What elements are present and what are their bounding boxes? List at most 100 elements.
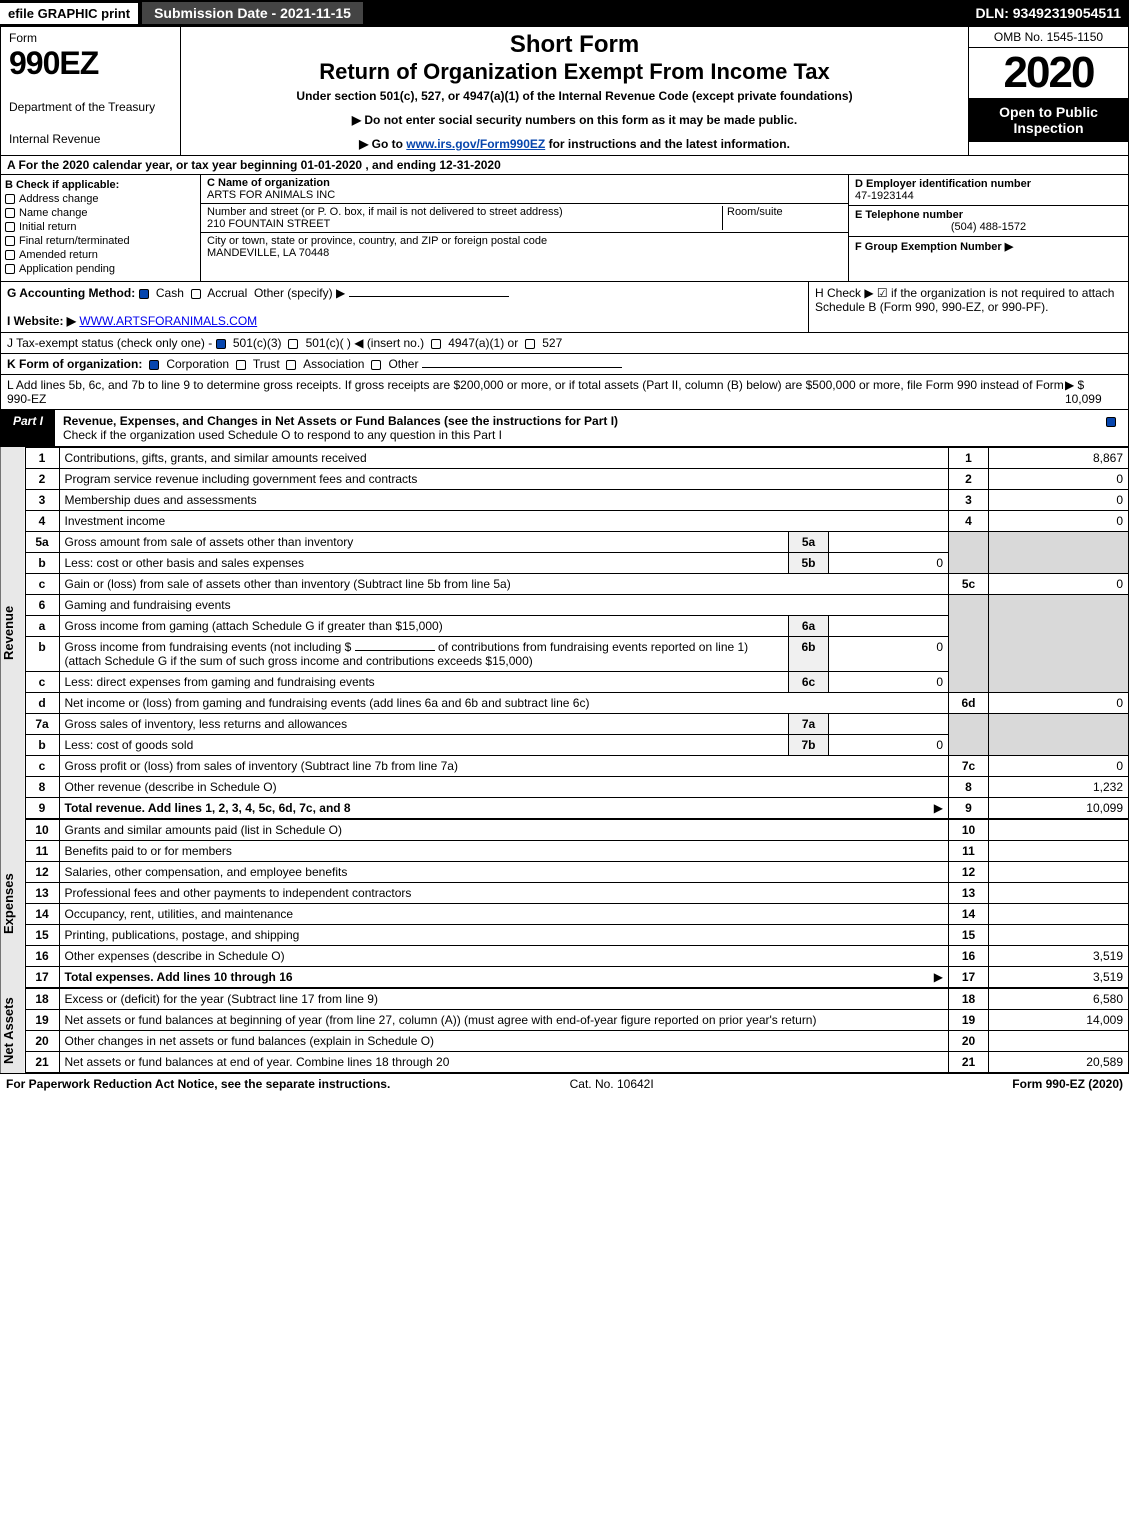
checkbox-checked-icon[interactable] [139,289,149,299]
col-num: 12 [949,862,989,883]
line-l: L Add lines 5b, 6c, and 7b to line 9 to … [0,375,1129,410]
line-desc: Gross amount from sale of assets other t… [59,532,789,553]
website-link[interactable]: WWW.ARTSFORANIMALS.COM [79,314,257,328]
col-value: 1,232 [989,777,1129,798]
ein-value: 47-1923144 [855,190,914,202]
col-value: 8,867 [989,448,1129,469]
line-desc: Gross income from fundraising events (no… [59,637,789,672]
irs-link[interactable]: www.irs.gov/Form990EZ [406,137,545,151]
gray-cell [949,532,989,574]
col-num: 17 [949,967,989,988]
table-row: 7aGross sales of inventory, less returns… [25,714,1129,735]
line-desc: Membership dues and assessments [59,490,949,511]
line-num: 18 [25,989,59,1010]
line-desc: Gain or (loss) from sale of assets other… [59,574,949,595]
chk-amended-return[interactable]: Amended return [5,249,196,261]
dln-number: DLN: 93492319054511 [975,5,1129,21]
chk-label: Name change [19,207,88,219]
table-row: 21Net assets or fund balances at end of … [25,1052,1129,1073]
city-label: City or town, state or province, country… [207,235,547,247]
line-desc: Occupancy, rent, utilities, and maintena… [59,904,949,925]
line-desc: Professional fees and other payments to … [59,883,949,904]
footer-formref: Form 990-EZ (2020) [1012,1077,1123,1091]
chk-application-pending[interactable]: Application pending [5,263,196,275]
table-row: 11Benefits paid to or for members11 [25,841,1129,862]
col-num: 7c [949,756,989,777]
chk-final-return[interactable]: Final return/terminated [5,235,196,247]
line-desc: Program service revenue including govern… [59,469,949,490]
table-row: 15Printing, publications, postage, and s… [25,925,1129,946]
line-num: b [25,735,59,756]
col-value [989,862,1129,883]
col-num: 18 [949,989,989,1010]
sub-num: 6b [789,637,829,672]
info-block: B Check if applicable: Address change Na… [0,175,1129,282]
line-num: 12 [25,862,59,883]
checkbox-checked-icon[interactable] [216,339,226,349]
col-value [989,883,1129,904]
checkbox-checked-icon[interactable] [149,360,159,370]
box-c: C Name of organization ARTS FOR ANIMALS … [201,175,848,281]
checkbox-icon [5,194,15,204]
col-value: 10,099 [989,798,1129,819]
line-num: 7a [25,714,59,735]
checkbox-icon[interactable] [286,360,296,370]
col-value: 0 [989,693,1129,714]
line-desc: Investment income [59,511,949,532]
col-value: 0 [989,511,1129,532]
note-ssn: ▶ Do not enter social security numbers o… [185,113,964,127]
line-num: a [25,616,59,637]
table-row: 14Occupancy, rent, utilities, and mainte… [25,904,1129,925]
col-num: 20 [949,1031,989,1052]
line-desc: Grants and similar amounts paid (list in… [59,820,949,841]
checkbox-icon[interactable] [431,339,441,349]
checkbox-icon[interactable] [236,360,246,370]
table-row: 17Total expenses. Add lines 10 through 1… [25,967,1129,988]
top-bar: efile GRAPHIC print Submission Date - 20… [0,0,1129,26]
sub-num: 6c [789,672,829,693]
col-num: 15 [949,925,989,946]
col-num: 2 [949,469,989,490]
line-num: 8 [25,777,59,798]
sub-num: 5b [789,553,829,574]
chk-initial-return[interactable]: Initial return [5,221,196,233]
table-row: 16Other expenses (describe in Schedule O… [25,946,1129,967]
part-checkbox[interactable] [1098,410,1128,446]
street-address: 210 FOUNTAIN STREET [207,218,330,230]
chk-name-change[interactable]: Name change [5,207,196,219]
chk-address-change[interactable]: Address change [5,193,196,205]
checkbox-icon [5,250,15,260]
ein-label: D Employer identification number [855,178,1031,190]
expenses-section: Expenses 10Grants and similar amounts pa… [0,819,1129,988]
line-num: b [25,637,59,672]
chk-label: Final return/terminated [19,235,130,247]
sub-value: 0 [829,553,949,574]
table-row: 1Contributions, gifts, grants, and simil… [25,448,1129,469]
line-l-text: L Add lines 5b, 6c, and 7b to line 9 to … [7,378,1065,406]
chk-label: Initial return [19,221,76,233]
gray-cell [949,714,989,756]
line-desc: Net income or (loss) from gaming and fun… [59,693,949,714]
table-row: cGross profit or (loss) from sales of in… [25,756,1129,777]
checkbox-icon[interactable] [525,339,535,349]
opt-association: Association [303,357,364,371]
line-g: G Accounting Method: Cash Accrual Other … [1,282,808,332]
col-value [989,904,1129,925]
table-row: 19Net assets or fund balances at beginni… [25,1010,1129,1031]
netassets-side-label: Net Assets [1,988,25,1073]
line-desc: Total revenue. Add lines 1, 2, 3, 4, 5c,… [59,798,949,819]
checkbox-icon[interactable] [371,360,381,370]
line-num: 17 [25,967,59,988]
col-value [989,1031,1129,1052]
col-num: 5c [949,574,989,595]
checkbox-icon[interactable] [288,339,298,349]
col-num: 9 [949,798,989,819]
note-pre: ▶ Go to [359,137,406,151]
checkbox-icon[interactable] [191,289,201,299]
city-value: MANDEVILLE, LA 70448 [207,247,329,259]
line-desc: Printing, publications, postage, and shi… [59,925,949,946]
line-desc: Less: direct expenses from gaming and fu… [59,672,789,693]
table-row: 9Total revenue. Add lines 1, 2, 3, 4, 5c… [25,798,1129,819]
table-row: 4Investment income40 [25,511,1129,532]
checkbox-icon [5,236,15,246]
